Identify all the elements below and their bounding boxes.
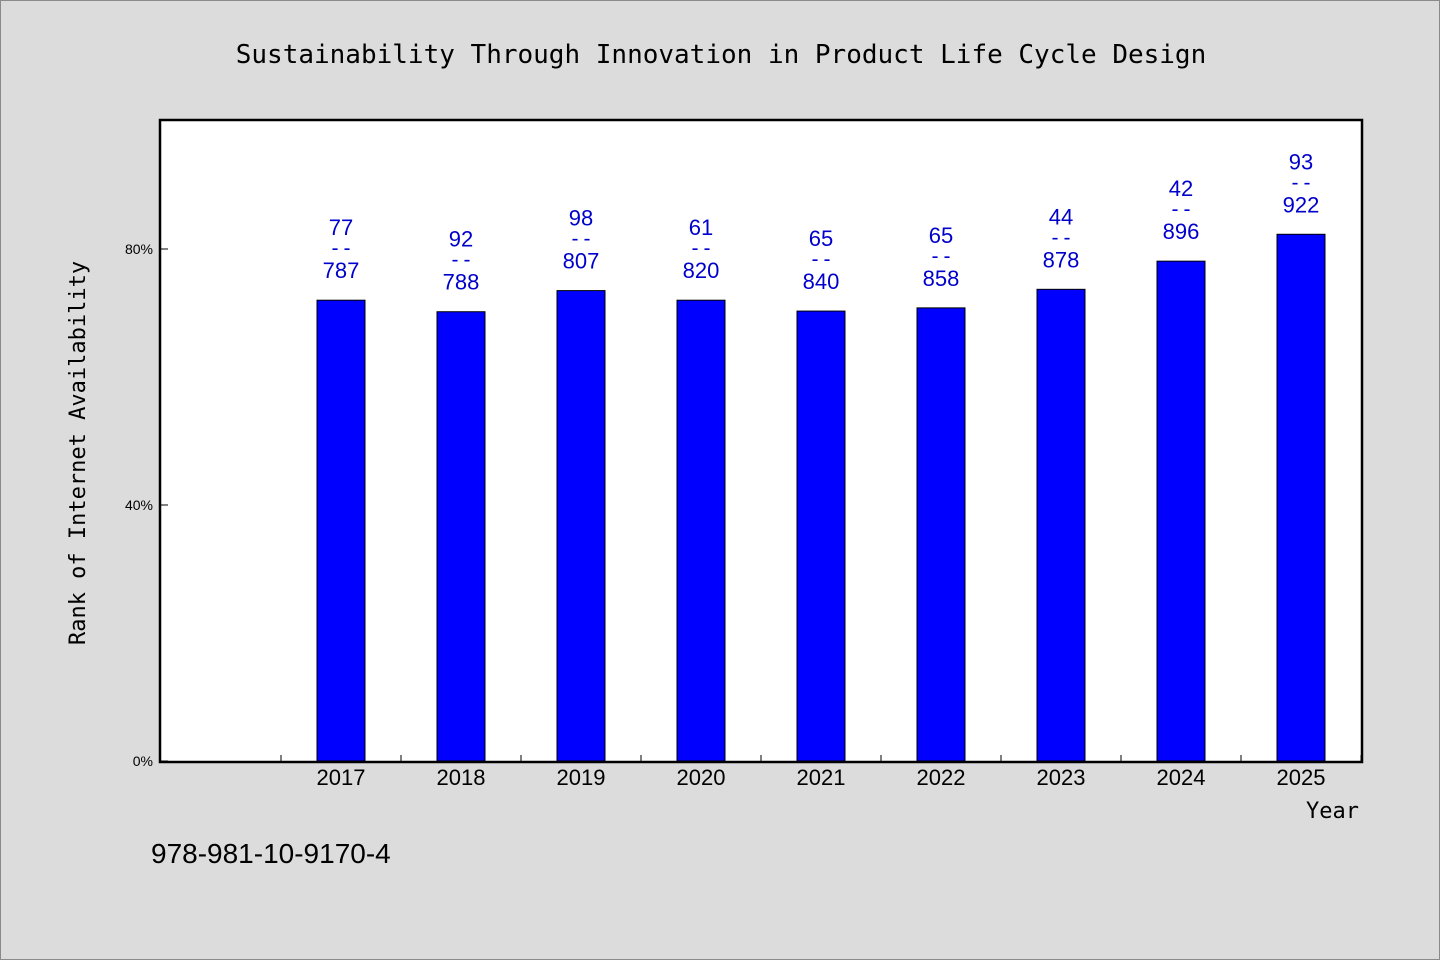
x-tick-label: 2023 [1037, 765, 1086, 790]
bar-label-top: 44 [1049, 204, 1073, 229]
bar [676, 299, 726, 762]
x-tick-label: 2018 [437, 765, 486, 790]
bar-labels: 77--78792--78898--80761--82065--84065--8… [323, 149, 1320, 294]
bar-label-bottom: 840 [803, 269, 840, 294]
y-axis-label: Rank of Internet Availability [66, 261, 91, 645]
y-axis-ticks: 0% 40% 80% [125, 241, 168, 769]
bar [1036, 288, 1086, 762]
bar-label-separator: -- [1169, 197, 1193, 221]
x-tick-label: 2025 [1277, 765, 1326, 790]
bar-label-separator: -- [1289, 170, 1313, 194]
bars [316, 233, 1326, 762]
bar-label-top: 65 [929, 223, 953, 248]
x-axis-label: Year [1306, 799, 1359, 824]
bar-label-top: 93 [1289, 149, 1313, 174]
x-tick-label: 2021 [797, 765, 846, 790]
x-axis-ticks: 2017 2018 2019 2020 2021 2022 2023 2024 2025 [280, 755, 1362, 790]
x-tick-label: 2022 [917, 765, 966, 790]
x-tick-label: 2019 [557, 765, 606, 790]
bar-label-bottom: 922 [1283, 192, 1320, 217]
bar-label-separator: -- [569, 227, 593, 251]
bar-label-bottom: 896 [1163, 219, 1200, 244]
bar-label-top: 42 [1169, 176, 1193, 201]
bar-label-bottom: 788 [443, 270, 480, 295]
bar-label-top: 61 [689, 215, 713, 240]
bar-label-top: 65 [809, 226, 833, 251]
bar-label-separator: -- [1049, 225, 1073, 249]
bar-label-top: 98 [569, 206, 593, 231]
x-tick-label: 2020 [677, 765, 726, 790]
bar-label-separator: -- [929, 244, 953, 268]
bar-label-bottom: 787 [323, 258, 360, 283]
bar [796, 310, 846, 762]
bar [1156, 260, 1206, 762]
bar-label-top: 77 [329, 215, 353, 240]
isbn-text: 978-981-10-9170-4 [151, 838, 391, 869]
bar-label-separator: -- [809, 247, 833, 271]
bar [316, 299, 366, 762]
bar-label-separator: -- [449, 248, 473, 272]
y-tick-label: 80% [125, 241, 153, 257]
y-tick-label: 40% [125, 497, 153, 513]
bar-label-bottom: 820 [683, 258, 720, 283]
bar [1276, 233, 1326, 762]
bar [916, 307, 966, 762]
bar [436, 311, 486, 762]
bar-label-bottom: 878 [1043, 247, 1080, 272]
x-tick-label: 2017 [317, 765, 366, 790]
bar [556, 290, 606, 762]
bar-label-separator: -- [329, 236, 353, 260]
chart-title: Sustainability Through Innovation in Pro… [236, 40, 1207, 70]
bar-label-bottom: 807 [563, 249, 600, 274]
x-tick-label: 2024 [1157, 765, 1206, 790]
bar-label-bottom: 858 [923, 266, 960, 291]
bar-label-separator: -- [689, 236, 713, 260]
bar-label-top: 92 [449, 227, 473, 252]
y-tick-label: 0% [133, 753, 153, 769]
